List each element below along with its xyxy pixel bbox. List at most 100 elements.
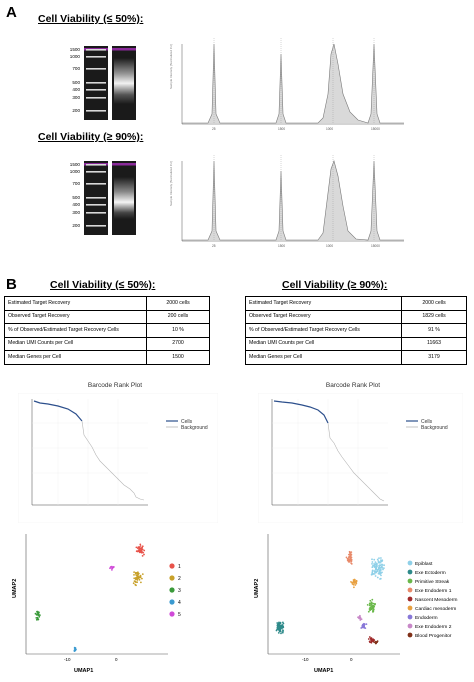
umap-point (363, 626, 365, 628)
table-row: Observed Target Recovery 200 cells (4, 309, 210, 325)
barcode-title-high: Barcode Rank Plot (325, 382, 381, 389)
umap-point (135, 550, 138, 553)
umap-point (369, 609, 371, 612)
peak-label: 1000 (326, 244, 333, 248)
ladder-label: 700 (72, 181, 80, 186)
umap-point (135, 546, 138, 549)
barcode-plot-high: Cells Background (258, 393, 463, 523)
umap-point (371, 572, 374, 575)
umap-point (350, 559, 353, 562)
umap-point (375, 570, 378, 573)
umap-point (375, 642, 377, 645)
ladder-label: 700 (72, 66, 80, 71)
umap-point (138, 578, 141, 581)
umap-point (279, 621, 282, 624)
panel-b-high-title: Cell Viability (≥ 90%): (282, 279, 388, 291)
umap-point (355, 581, 357, 584)
umap-point (359, 619, 362, 621)
umap-point (281, 626, 284, 629)
ladder-label: 500 (72, 80, 80, 85)
panel-a-high-title: Cell Viability (≥ 90%): (38, 131, 144, 143)
legend-background: Background (181, 425, 208, 431)
umap-point (136, 581, 139, 584)
umap-point (137, 547, 139, 550)
umap-point (374, 561, 377, 563)
metric-label: Median Genes per Cell (245, 350, 402, 365)
umap-point (134, 577, 137, 580)
umap-point (34, 612, 37, 615)
table-row: Median UMI Counts per Cell 11663 (245, 336, 467, 352)
metric-label: Observed Target Recovery (245, 309, 402, 325)
umap-point (345, 556, 348, 559)
ladder-label: 200 (72, 108, 80, 113)
panel-b-low-title: Cell Viability (≤ 50%): (50, 279, 156, 291)
umap-point (138, 546, 141, 548)
umap-point (378, 557, 380, 559)
umap-point (141, 573, 144, 575)
umap-point (134, 581, 137, 583)
umap-xlabel: UMAP1 (74, 668, 93, 674)
ladder-label: 500 (72, 195, 80, 200)
umap-point (351, 583, 354, 585)
umap-point (350, 556, 353, 559)
umap-point (110, 565, 113, 568)
legend-cells: Cells (181, 419, 193, 425)
umap-point (348, 561, 350, 563)
umap-point (278, 623, 281, 626)
umap-point (358, 616, 361, 618)
umap-point (370, 605, 373, 607)
umap-point (282, 622, 285, 625)
metric-label: Median Genes per Cell (4, 350, 147, 365)
umap-point (350, 553, 352, 556)
umap-xlabel: UMAP1 (314, 668, 333, 674)
umap-legend-item: 4 (178, 600, 181, 606)
umap-point (276, 622, 279, 624)
umap-point (372, 602, 375, 605)
panel-a-label: A (6, 4, 17, 21)
umap-point (372, 639, 374, 641)
umap-point (378, 568, 380, 570)
umap-point (140, 581, 142, 584)
umap-point (135, 584, 137, 587)
umap-ylabel: UMAP2 (254, 579, 260, 598)
umap-point (137, 550, 140, 553)
umap-point (358, 617, 360, 620)
umap-point (371, 561, 374, 563)
table-row: % of Observed/Estimated Target Recovery … (4, 323, 210, 338)
legend-background: Background (421, 425, 448, 431)
peak-label: 1000 (326, 127, 333, 131)
umap-legend-item: 2 (178, 576, 181, 582)
umap-point (281, 629, 284, 631)
svg-text:Sample Intensity [Normalized F: Sample Intensity [Normalized FU] (169, 44, 173, 89)
umap-legend-item: Epiblast (415, 561, 433, 567)
umap-point (38, 615, 41, 618)
peak-label: 1500 (278, 127, 285, 131)
umap-ylabel: UMAP2 (12, 579, 18, 598)
umap-point (276, 626, 279, 629)
umap-point (360, 627, 363, 629)
gel-image-low: 1500 1000 700 500 400 300 200 (70, 46, 136, 120)
umap-point (349, 552, 352, 554)
umap-point (279, 625, 282, 627)
umap-point (139, 574, 142, 577)
umap-point (373, 558, 376, 561)
metrics-table-high: Estimated Target Recovery 2000 cells Obse… (245, 296, 467, 365)
umap-point (280, 632, 282, 635)
umap-point (134, 572, 137, 575)
umap-point (381, 565, 383, 568)
umap-point (370, 637, 373, 640)
ladder-label: 1500 (70, 162, 81, 167)
metrics-table-low: Estimated Target Recovery 2000 cells Obse… (4, 296, 210, 365)
metric-value: 2000 cells (401, 296, 467, 311)
umap-point (367, 638, 370, 640)
table-row: Estimated Target Recovery 2000 cells (4, 296, 210, 311)
umap-point (139, 545, 142, 547)
metric-label: % of Observed/Estimated Target Recovery … (245, 323, 402, 338)
peak-label: 15000 (371, 244, 380, 248)
umap-point (141, 577, 143, 580)
umap-point (109, 567, 111, 570)
umap-point (382, 568, 384, 571)
umap-point (353, 586, 355, 589)
umap-point (367, 610, 370, 613)
umap-point (370, 608, 373, 611)
